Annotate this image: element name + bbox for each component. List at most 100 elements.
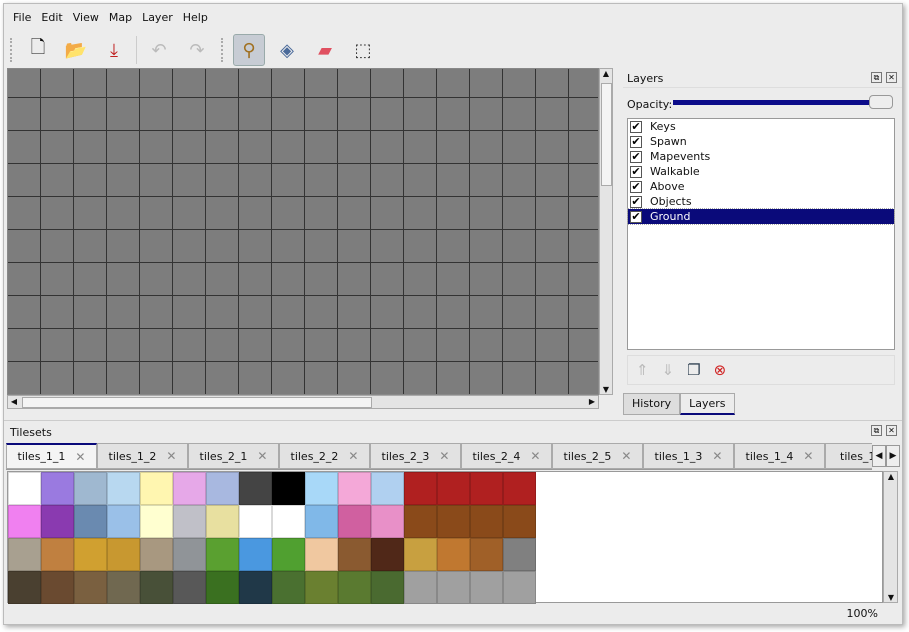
menu-map[interactable]: Map	[108, 11, 133, 24]
tileset-tab[interactable]: tiles_1_2 ✕	[97, 443, 188, 469]
tab-scroll-right-icon[interactable]: ▶	[886, 445, 900, 467]
tile[interactable]	[8, 472, 41, 505]
tile[interactable]	[272, 505, 305, 538]
tab-scroll-left-icon[interactable]: ◀	[872, 445, 886, 467]
close-tab-icon[interactable]: ✕	[439, 449, 450, 463]
tile[interactable]	[404, 505, 437, 538]
tile[interactable]	[437, 571, 470, 604]
toolbar-grip[interactable]	[221, 38, 225, 62]
tile[interactable]	[470, 538, 503, 571]
tileset-vertical-scrollbar[interactable]: ▲ ▼	[883, 471, 898, 603]
close-icon[interactable]: ✕	[886, 425, 897, 436]
tile[interactable]	[470, 571, 503, 604]
menu-file[interactable]: File	[13, 11, 32, 24]
scroll-up-icon[interactable]: ▲	[602, 69, 610, 78]
close-tab-icon[interactable]: ✕	[166, 449, 177, 463]
map-horizontal-scrollbar[interactable]: ◀ ▶	[7, 395, 599, 409]
tile[interactable]	[41, 538, 74, 571]
stamp-brush-button[interactable]: ⚲	[233, 34, 265, 66]
tile[interactable]	[272, 538, 305, 571]
tile[interactable]	[371, 505, 404, 538]
tile[interactable]	[371, 538, 404, 571]
tile[interactable]	[140, 571, 173, 604]
tile[interactable]	[239, 571, 272, 604]
tile[interactable]	[503, 538, 536, 571]
layer-visibility-checkbox[interactable]: ✔	[630, 134, 642, 148]
tileset-tab[interactable]: tiles_2_1 ✕	[188, 443, 279, 469]
tileset-tab[interactable]: tiles_2_4 ✕	[461, 443, 552, 469]
scroll-thumb[interactable]	[22, 397, 372, 408]
layer-row[interactable]: ✔ Mapevents	[628, 149, 894, 164]
tileset-view[interactable]	[7, 471, 883, 604]
tile[interactable]	[239, 505, 272, 538]
layer-row[interactable]: ✔ Above	[628, 179, 894, 194]
tile[interactable]	[74, 472, 107, 505]
eraser-button[interactable]: ▰	[309, 34, 341, 66]
tile[interactable]	[173, 505, 206, 538]
tile[interactable]	[173, 571, 206, 604]
rect-select-button[interactable]: ⬚	[347, 34, 379, 66]
tile[interactable]	[206, 571, 239, 604]
tile[interactable]	[140, 472, 173, 505]
tile[interactable]	[206, 505, 239, 538]
layer-row[interactable]: ✔ Keys	[628, 119, 894, 134]
tileset-tab[interactable]: tiles_2_5 ✕	[552, 443, 643, 469]
duplicate-layer-icon[interactable]: ❐	[687, 361, 701, 379]
lower-layer-icon[interactable]: ⇓	[661, 361, 675, 379]
float-icon[interactable]: ⧉	[871, 425, 882, 436]
tileset-tab[interactable]: tiles_1_1 ✕	[6, 443, 97, 469]
tile[interactable]	[503, 571, 536, 604]
tile[interactable]	[107, 505, 140, 538]
close-tab-icon[interactable]: ✕	[257, 449, 268, 463]
tile[interactable]	[437, 538, 470, 571]
tile[interactable]	[173, 538, 206, 571]
tile[interactable]	[272, 472, 305, 505]
tile[interactable]	[206, 538, 239, 571]
menu-view[interactable]: View	[72, 11, 99, 24]
tile[interactable]	[371, 571, 404, 604]
tile[interactable]	[404, 472, 437, 505]
close-tab-icon[interactable]: ✕	[75, 449, 86, 464]
tab-layers[interactable]: Layers	[680, 393, 735, 415]
close-tab-icon[interactable]: ✕	[348, 449, 359, 463]
close-icon[interactable]: ✕	[886, 72, 897, 83]
tile[interactable]	[437, 472, 470, 505]
tile[interactable]	[74, 538, 107, 571]
tileset-tab[interactable]: tiles_1_✕	[825, 443, 872, 469]
tile[interactable]	[107, 538, 140, 571]
opacity-slider-handle[interactable]	[869, 95, 893, 109]
tile[interactable]	[470, 505, 503, 538]
tile[interactable]	[470, 472, 503, 505]
layer-row[interactable]: ✔ Ground	[627, 208, 895, 225]
scroll-up-icon[interactable]: ▲	[887, 472, 895, 481]
tileset-tab[interactable]: tiles_2_3 ✕	[370, 443, 461, 469]
tile[interactable]	[305, 571, 338, 604]
map-vertical-scrollbar[interactable]: ▲ ▼	[599, 68, 613, 395]
menu-help[interactable]: Help	[182, 11, 208, 24]
raise-layer-icon[interactable]: ⇑	[636, 361, 649, 379]
undo-button[interactable]: ↶	[143, 34, 175, 66]
tile[interactable]	[305, 472, 338, 505]
tile[interactable]	[338, 571, 371, 604]
redo-button[interactable]: ↷	[181, 34, 213, 66]
new-map-button[interactable]: 🗋	[22, 34, 54, 66]
tile[interactable]	[74, 571, 107, 604]
tileset-tab[interactable]: tiles_1_4 ✕	[734, 443, 825, 469]
scroll-down-icon[interactable]: ▼	[887, 593, 895, 602]
layer-row[interactable]: ✔ Walkable	[628, 164, 894, 179]
tile[interactable]	[338, 538, 371, 571]
layer-visibility-checkbox[interactable]: ✔	[630, 119, 642, 133]
remove-layer-icon[interactable]: ⊗	[713, 361, 727, 379]
tile[interactable]	[140, 538, 173, 571]
tile[interactable]	[272, 571, 305, 604]
map-canvas[interactable]	[7, 68, 599, 395]
tile[interactable]	[173, 472, 206, 505]
tile[interactable]	[338, 472, 371, 505]
layer-row[interactable]: ✔ Spawn	[628, 134, 894, 149]
tile[interactable]	[107, 472, 140, 505]
menu-layer[interactable]: Layer	[142, 11, 173, 24]
tile[interactable]	[305, 505, 338, 538]
layer-row[interactable]: ✔ Objects	[628, 194, 894, 209]
open-button[interactable]: 📂	[60, 34, 92, 66]
tile[interactable]	[239, 472, 272, 505]
